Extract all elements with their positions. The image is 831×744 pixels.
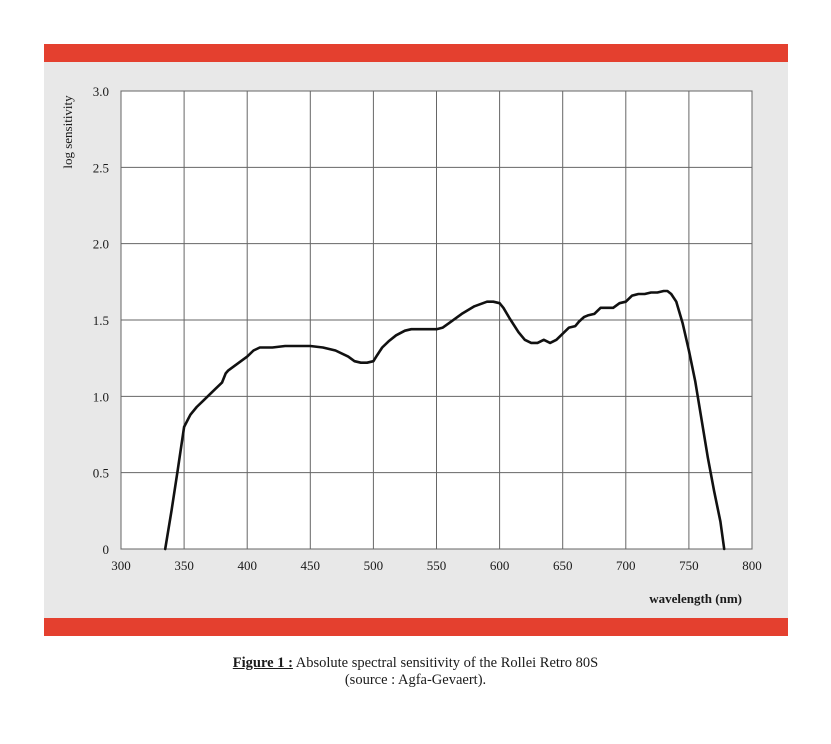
y-tick-label: 1.0: [93, 389, 109, 404]
x-tick-label: 750: [679, 558, 699, 573]
sensitivity-curve: [163, 289, 726, 551]
x-axis-label: wavelength (nm): [649, 591, 742, 606]
x-tick-label: 650: [553, 558, 573, 573]
figure-caption: Figure 1 : Absolute spectral sensitivity…: [0, 655, 831, 689]
x-tick-label: 700: [616, 558, 636, 573]
caption-text: Absolute spectral sensitivity of the Rol…: [292, 655, 599, 671]
y-tick-label: 0.5: [93, 466, 109, 481]
y-tick-label: 2.5: [93, 160, 109, 175]
x-tick-label: 600: [490, 558, 510, 573]
top-red-band: [44, 44, 788, 62]
x-tick-label: 500: [364, 558, 384, 573]
spectral-sensitivity-chart: 300 350 400 450 500 550 600 650 700 750 800 0 0.5 1.0…: [60, 84, 762, 606]
x-tick-label: 350: [174, 558, 194, 573]
figure-label: Figure 1 :: [232, 655, 293, 671]
x-tick-label: 450: [301, 558, 321, 573]
bottom-red-band: [44, 618, 788, 636]
x-tick-label: 300: [111, 558, 131, 573]
x-tick-label: 800: [742, 558, 762, 573]
x-tick-label: 400: [237, 558, 257, 573]
y-tick-label: 2.0: [93, 237, 109, 252]
tick-labels: 300 350 400 450 500 550 600 650 700 750 800 0 0.5 1.0…: [93, 84, 762, 573]
chart-panel: 300 350 400 450 500 550 600 650 700 750 800 0 0.5 1.0…: [44, 62, 788, 618]
y-tick-label: 0: [103, 542, 110, 557]
caption-source: (source : Agfa-Gevaert).: [344, 672, 487, 688]
y-axis-label: log sensitivity: [60, 95, 75, 169]
y-tick-label: 3.0: [93, 84, 109, 99]
x-tick-label: 550: [427, 558, 447, 573]
grid: [120, 90, 753, 550]
y-tick-label: 1.5: [93, 313, 109, 328]
